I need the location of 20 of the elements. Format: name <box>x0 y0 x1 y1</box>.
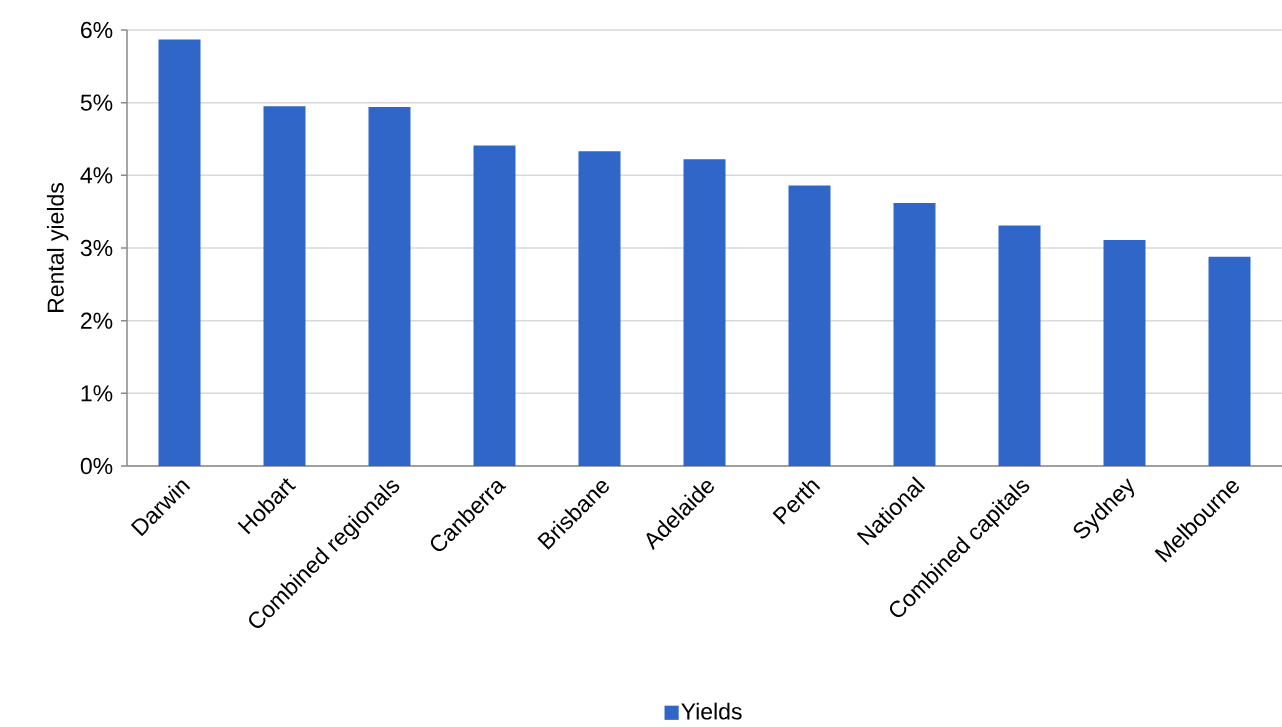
bar <box>1208 256 1251 466</box>
bar <box>1103 240 1146 466</box>
bar <box>263 106 306 466</box>
y-tick-label: 1% <box>81 385 113 402</box>
bar <box>368 107 411 466</box>
bar <box>683 159 726 466</box>
bar <box>473 145 516 466</box>
y-tick-label: 4% <box>80 167 113 184</box>
y-tick-label: 0% <box>80 457 113 475</box>
bar <box>788 185 831 466</box>
legend-label: Yields <box>681 702 742 720</box>
bar <box>578 151 621 466</box>
y-axis-title: Rental yields <box>46 183 69 312</box>
y-tick-label: 5% <box>80 94 113 111</box>
bar <box>998 225 1041 466</box>
bar <box>158 39 201 466</box>
bar <box>893 202 936 466</box>
y-tick-label: 6% <box>81 21 113 39</box>
y-tick-label: 2% <box>81 312 113 329</box>
y-tick-label: 3% <box>80 239 113 257</box>
